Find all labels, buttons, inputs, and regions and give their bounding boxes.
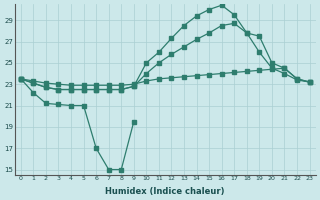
X-axis label: Humidex (Indice chaleur): Humidex (Indice chaleur)	[106, 187, 225, 196]
